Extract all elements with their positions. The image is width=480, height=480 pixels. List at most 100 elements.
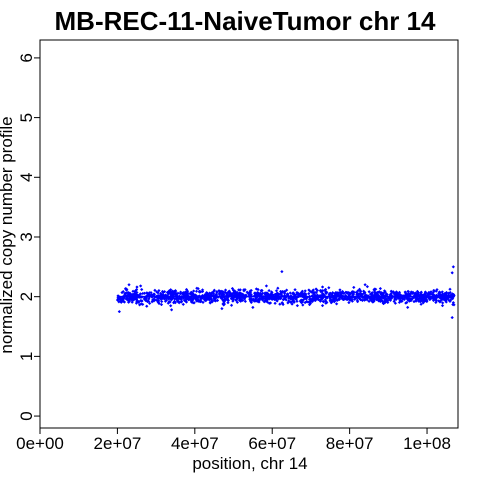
data-point [395,292,399,297]
data-point [131,298,135,302]
data-point [414,299,418,303]
data-point [237,288,241,292]
data-point [290,302,294,306]
data-point [365,298,369,302]
data-point [120,290,124,295]
data-point [420,298,425,303]
data-point [320,285,325,289]
data-point [217,289,221,293]
data-point [172,299,177,304]
data-point [192,289,196,293]
data-point [147,301,152,306]
x-axis: 0e+00 2e+07 4e+07 6e+07 8e+07 1e+08 [16,428,451,453]
data-point [165,290,170,295]
data-point [307,291,311,296]
data-point [391,290,395,294]
data-point [192,301,196,305]
data-point [221,289,225,294]
data-point [328,299,332,303]
data-point [267,288,271,293]
data-point [277,297,281,301]
data-point [239,291,243,296]
data-point [295,303,300,308]
data-point [125,296,130,301]
data-point [280,269,284,274]
data-point [274,289,279,293]
data-point [215,298,220,303]
data-point [228,291,232,296]
data-point [408,292,412,297]
data-point [316,297,321,302]
data-point [448,287,452,291]
data-point [368,297,373,302]
data-point [214,290,219,294]
data-point [159,302,164,307]
data-point [183,290,187,295]
data-point [331,297,336,301]
data-point [369,291,374,295]
data-point [363,283,367,287]
data-point [357,296,362,301]
data-point [378,286,383,291]
x-tick-label: 6e+07 [248,434,296,453]
data-point [377,290,382,294]
data-point [293,288,297,292]
data-point [280,289,285,294]
data-point [153,288,157,292]
data-point [256,287,260,292]
data-point [243,299,248,304]
data-point [450,271,454,275]
data-point [141,291,145,296]
data-point [362,298,367,302]
y-tick-label: 5 [17,113,36,122]
data-point [273,292,277,296]
x-tick-label: 4e+07 [171,434,219,453]
data-point [281,297,285,302]
data-point [284,288,289,292]
data-point [318,299,323,303]
data-point [140,302,145,307]
data-point [155,299,160,303]
y-tick-label: 2 [17,292,36,301]
data-point [419,291,423,295]
data-point [166,297,171,301]
plot-frame [39,39,459,429]
data-point [392,299,396,304]
data-point [313,296,317,301]
data-point [134,297,139,301]
data-point [449,298,453,302]
data-point [200,289,205,294]
data-point [162,289,167,294]
data-point [383,300,388,304]
data-point [406,290,411,294]
data-point [146,299,150,303]
data-point [169,308,174,312]
data-point [234,297,239,302]
data-point [156,291,160,295]
data-point [427,292,431,297]
data-point [319,289,323,294]
y-tick-label: 3 [17,232,36,241]
data-point [138,284,143,288]
data-point [323,289,328,294]
data-point [273,301,277,305]
data-point [310,297,314,301]
data-point [393,291,397,295]
data-point [292,300,296,304]
data-point [274,297,279,301]
data-point [378,297,383,302]
data-point [119,299,123,303]
data-point [406,305,410,310]
data-point [139,299,143,303]
data-point [389,291,393,296]
data-point [413,292,417,296]
data-point [259,288,263,293]
data-point [169,288,173,292]
data-point [405,300,409,305]
data-point [314,287,318,291]
data-point [381,301,386,306]
data-point [145,304,149,308]
data-point [376,297,380,301]
data-point [379,292,384,297]
data-point [135,285,139,289]
